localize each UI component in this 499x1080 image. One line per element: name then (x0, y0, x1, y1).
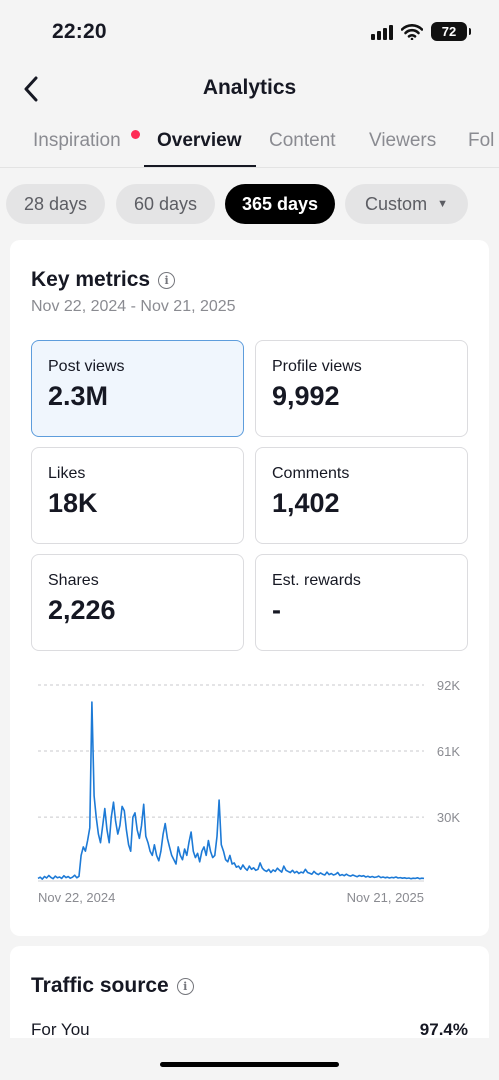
status-bar: 22:20 72 (0, 0, 499, 64)
key-metrics-date-range: Nov 22, 2024 - Nov 21, 2025 (31, 298, 236, 315)
metric-comments[interactable]: Comments 1,402 (255, 447, 468, 544)
caret-down-icon: ▼ (437, 198, 448, 210)
range-28-days-label: 28 days (23, 193, 88, 214)
date-range-selector: 28 days 60 days 365 days Custom ▼ (0, 184, 499, 224)
bottom-safe-area (0, 1038, 499, 1080)
metric-label: Shares (48, 572, 99, 589)
metric-value: 2.3M (48, 381, 109, 411)
metric-profile-views[interactable]: Profile views 9,992 (255, 340, 468, 437)
metric-label: Likes (48, 465, 86, 482)
home-indicator[interactable] (160, 1062, 339, 1067)
metric-post-views[interactable]: Post views 2.3M (31, 340, 244, 437)
battery-icon: 72 (431, 22, 471, 41)
chevron-left-icon (24, 76, 38, 102)
status-time: 22:20 (52, 20, 107, 43)
y-tick-label: 30K (437, 810, 460, 825)
tab-content[interactable]: Content (269, 130, 336, 151)
wifi-icon (401, 23, 423, 40)
x-end-label: Nov 21, 2025 (347, 890, 424, 905)
key-metrics-title: Key metrics (31, 268, 151, 291)
metric-label: Profile views (272, 358, 362, 375)
key-metrics-title-row: Key metrics i (31, 268, 176, 292)
battery-level: 72 (441, 24, 457, 39)
notification-dot (131, 130, 140, 139)
metric-est-rewards[interactable]: Est. rewards - (255, 554, 468, 651)
metric-label: Post views (48, 358, 125, 375)
x-start-label: Nov 22, 2024 (38, 890, 115, 905)
post-views-chart[interactable]: 30K 61K 92K Nov 22, 2024 Nov 21, 2025 (10, 670, 489, 910)
traffic-row[interactable]: For You 97.4% (31, 1020, 468, 1040)
info-icon[interactable]: i (176, 977, 194, 995)
range-60-days-label: 60 days (133, 193, 198, 214)
range-28-days[interactable]: 28 days (6, 184, 105, 224)
status-icons: 72 (371, 22, 471, 41)
tab-overview[interactable]: Overview (157, 130, 242, 151)
key-metrics-card: Key metrics i Nov 22, 2024 - Nov 21, 202… (10, 240, 489, 936)
metric-label: Est. rewards (272, 572, 361, 589)
traffic-source-title-row: Traffic source i (31, 974, 194, 998)
range-custom[interactable]: Custom ▼ (345, 184, 468, 224)
metric-likes[interactable]: Likes 18K (31, 447, 244, 544)
tab-followers[interactable]: Fol (468, 130, 495, 151)
range-365-days[interactable]: 365 days (225, 184, 335, 224)
metric-shares[interactable]: Shares 2,226 (31, 554, 244, 651)
metric-label: Comments (272, 465, 350, 482)
metric-value: 18K (48, 488, 98, 518)
traffic-source-title: Traffic source (31, 974, 169, 997)
metric-value: 1,402 (272, 488, 340, 518)
range-custom-label: Custom (365, 193, 428, 214)
range-60-days[interactable]: 60 days (116, 184, 215, 224)
range-365-days-label: 365 days (241, 193, 319, 214)
tab-bar: Inspiration Overview Content Viewers Fol (0, 118, 499, 168)
metric-value: - (272, 595, 281, 625)
signal-icon (371, 24, 393, 40)
metric-value: 9,992 (272, 381, 340, 411)
metric-value: 2,226 (48, 595, 116, 625)
y-tick-label: 61K (437, 744, 460, 759)
back-button[interactable] (16, 72, 46, 106)
traffic-label: For You (31, 1020, 90, 1039)
post-views-line (37, 701, 425, 880)
traffic-value: 97.4% (419, 1020, 468, 1039)
tab-viewers[interactable]: Viewers (369, 130, 437, 151)
info-icon[interactable]: i (158, 271, 176, 289)
header: Analytics (0, 64, 499, 114)
active-tab-indicator (144, 165, 256, 167)
y-tick-label: 92K (437, 678, 460, 693)
tab-inspiration[interactable]: Inspiration (33, 130, 121, 151)
page-title: Analytics (202, 76, 297, 99)
